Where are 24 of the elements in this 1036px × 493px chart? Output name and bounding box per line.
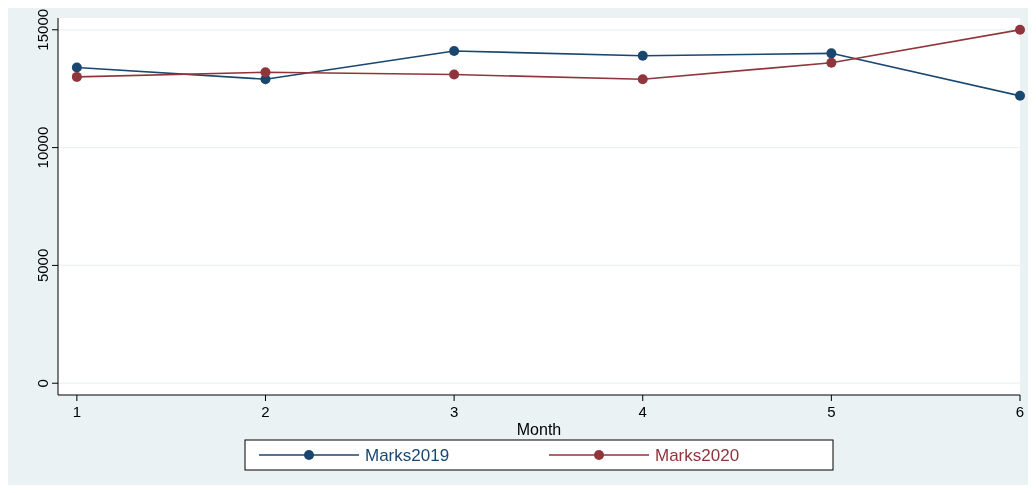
x-tick-label: 1 — [72, 403, 82, 420]
x-tick-label: 5 — [827, 403, 836, 420]
point — [1015, 24, 1025, 35]
point — [449, 45, 460, 56]
point — [71, 71, 82, 82]
x-tick-label: 2 — [261, 403, 270, 420]
point — [637, 50, 648, 61]
x-tick-label: 3 — [449, 403, 459, 420]
point — [449, 69, 460, 80]
text: Marks2020 — [655, 446, 740, 465]
text: Marks2019 — [365, 446, 450, 465]
point — [71, 62, 82, 73]
y-tick-label: 0 — [34, 379, 51, 388]
x-tick-label: 4 — [638, 403, 647, 420]
point — [637, 74, 648, 85]
y-tick-label: 10000 — [34, 126, 51, 169]
x-axis-title: Month — [516, 421, 562, 438]
y-tick-label: 5000 — [34, 248, 51, 283]
x-tick-label: 6 — [1015, 403, 1025, 420]
point — [826, 48, 837, 59]
point — [826, 57, 837, 68]
point — [1015, 90, 1025, 101]
point — [260, 67, 271, 78]
y-tick-label: 15000 — [34, 8, 51, 51]
